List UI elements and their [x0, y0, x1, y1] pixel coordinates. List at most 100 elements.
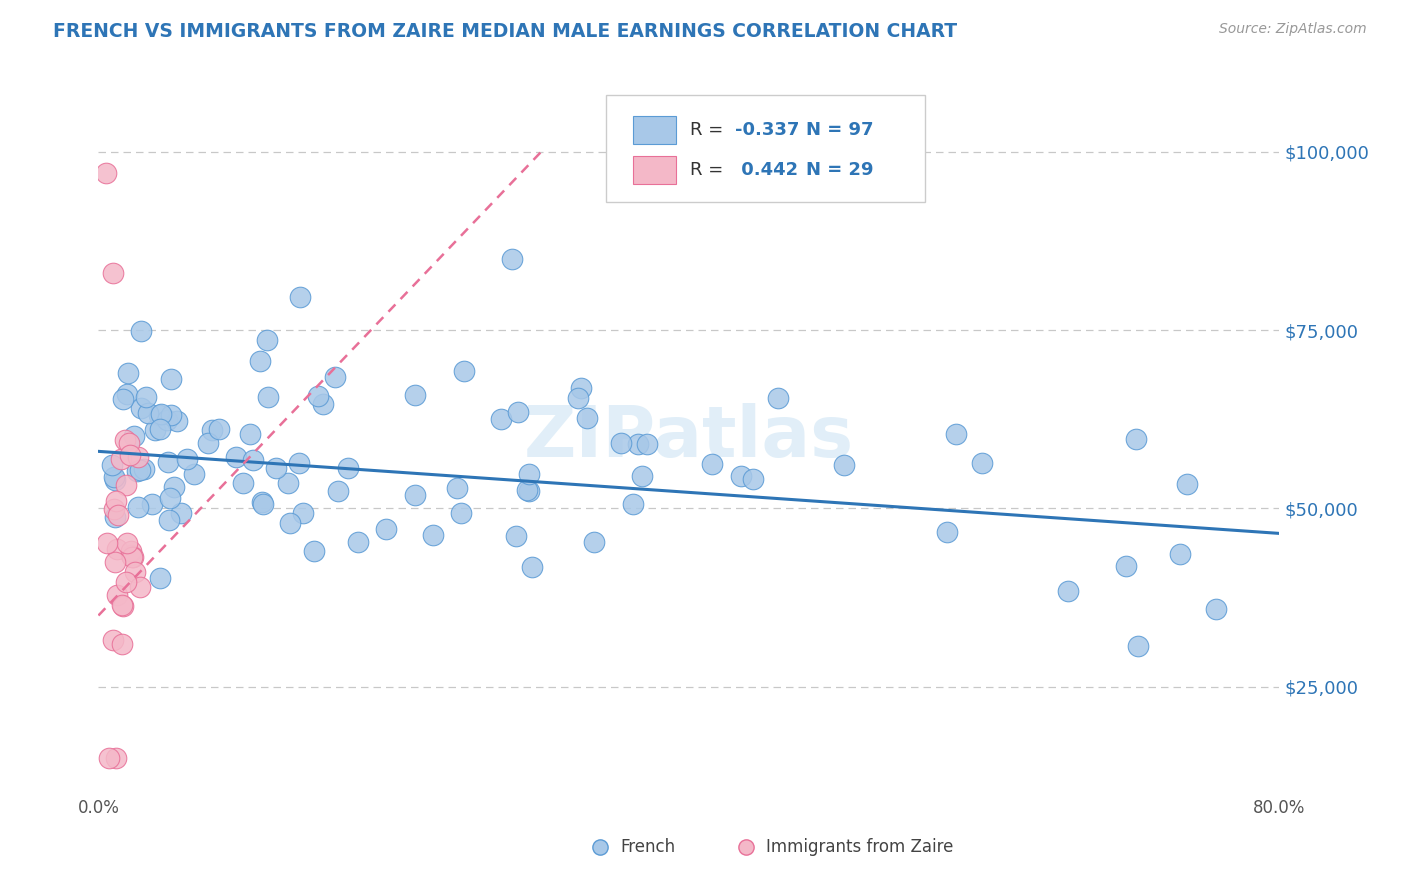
Point	[277, 476, 299, 491]
Point	[609, 436, 631, 450]
Point	[176, 451, 198, 466]
Point	[112, 392, 135, 407]
Point	[201, 423, 224, 437]
Point	[264, 461, 287, 475]
Point	[121, 544, 143, 558]
Point	[517, 467, 540, 481]
Point	[160, 408, 183, 422]
Point	[742, 472, 765, 486]
Point	[970, 456, 993, 470]
Point	[520, 560, 543, 574]
Point	[104, 555, 127, 569]
Point	[104, 474, 127, 488]
Text: R =: R =	[690, 121, 730, 139]
Point	[129, 324, 152, 338]
Point	[128, 580, 150, 594]
Text: Source: ZipAtlas.com: Source: ZipAtlas.com	[1219, 22, 1367, 37]
Text: 0.442: 0.442	[735, 161, 799, 179]
Point	[1168, 547, 1191, 561]
Point	[700, 457, 723, 471]
Point	[450, 506, 472, 520]
Point	[138, 406, 160, 420]
Point	[501, 252, 523, 266]
Point	[1125, 432, 1147, 446]
FancyBboxPatch shape	[634, 116, 676, 145]
Point	[128, 462, 150, 476]
Point	[105, 493, 128, 508]
Point	[115, 536, 138, 550]
Point	[160, 372, 183, 386]
Point	[141, 497, 163, 511]
Point	[127, 464, 149, 478]
Point	[100, 458, 122, 472]
Point	[292, 506, 315, 520]
Text: French: French	[620, 838, 675, 856]
Point	[1115, 558, 1137, 573]
Point	[1205, 602, 1227, 616]
Point	[105, 751, 128, 765]
Point	[325, 369, 347, 384]
Point	[422, 528, 444, 542]
Point	[124, 565, 146, 579]
Point	[129, 401, 152, 415]
Point	[832, 458, 855, 472]
Point	[97, 751, 120, 765]
Text: FRENCH VS IMMIGRANTS FROM ZAIRE MEDIAN MALE EARNINGS CORRELATION CHART: FRENCH VS IMMIGRANTS FROM ZAIRE MEDIAN M…	[53, 22, 957, 41]
Point	[249, 354, 271, 368]
FancyBboxPatch shape	[606, 95, 925, 202]
Point	[121, 549, 143, 564]
Point	[197, 436, 219, 450]
Point	[163, 480, 186, 494]
Point	[94, 166, 117, 180]
Point	[1056, 583, 1078, 598]
Point	[118, 435, 141, 450]
Point	[336, 461, 359, 475]
Point	[103, 266, 125, 280]
Point	[621, 497, 644, 511]
Point	[636, 437, 658, 451]
Point	[252, 497, 274, 511]
Point	[225, 450, 247, 465]
Point	[122, 429, 145, 443]
Point	[156, 455, 179, 469]
Point	[730, 469, 752, 483]
Point	[304, 544, 326, 558]
Point	[120, 549, 142, 563]
Point	[183, 467, 205, 482]
Point	[115, 386, 138, 401]
Point	[149, 407, 172, 421]
Point	[127, 500, 149, 515]
Point	[149, 422, 172, 436]
Point	[519, 483, 541, 498]
Point	[111, 598, 134, 612]
Point	[571, 381, 593, 395]
Point	[1175, 477, 1198, 491]
Point	[257, 390, 280, 404]
Point	[104, 510, 127, 524]
Point	[945, 427, 967, 442]
Point	[127, 450, 149, 464]
Point	[143, 423, 166, 437]
Point	[111, 637, 134, 651]
Point	[242, 453, 264, 467]
Point	[107, 508, 129, 522]
Point	[627, 437, 650, 451]
Point	[166, 414, 188, 428]
Point	[103, 469, 125, 483]
Point	[103, 501, 125, 516]
Point	[766, 391, 789, 405]
Point	[278, 516, 301, 530]
Point	[232, 475, 254, 490]
Point	[288, 290, 311, 304]
Point	[159, 491, 181, 506]
Point	[1126, 639, 1149, 653]
Point	[101, 632, 124, 647]
Point	[404, 488, 426, 502]
Text: ZIPatlas: ZIPatlas	[524, 402, 853, 472]
Point	[118, 448, 141, 462]
Point	[576, 411, 599, 425]
Point	[326, 483, 349, 498]
Point	[117, 367, 139, 381]
Point	[446, 481, 468, 495]
Point	[630, 469, 652, 483]
